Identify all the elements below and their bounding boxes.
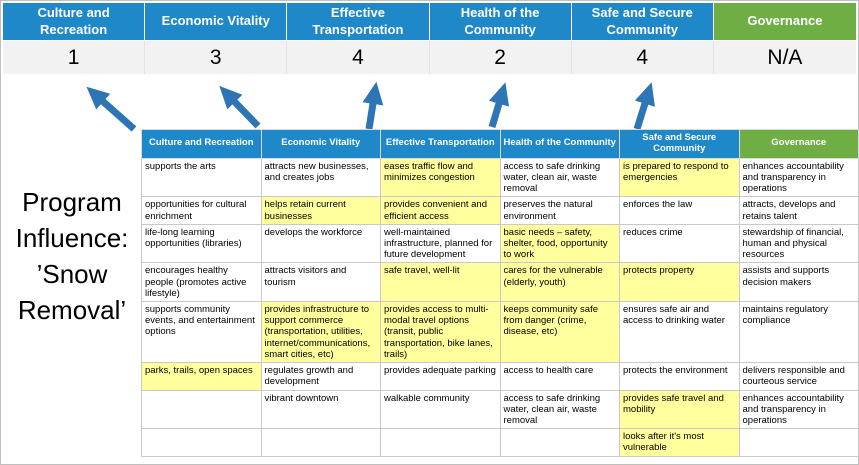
summary-column-governance: Governance N/A bbox=[713, 3, 856, 74]
matrix-cell: life-long learning opportunities (librar… bbox=[141, 223, 262, 264]
matrix-header-safe-and-secure-community: Safe and Secure Community bbox=[619, 129, 740, 159]
matrix-row: looks after it's most vulnerable bbox=[141, 428, 859, 457]
matrix-cell-highlighted: safe travel, well-lit bbox=[380, 262, 501, 303]
arrow-up-icon bbox=[362, 81, 384, 130]
matrix-header-health-of-the-community: Health of the Community bbox=[499, 129, 620, 159]
summary-score-effective-transportation: 4 bbox=[287, 41, 430, 74]
matrix-row: parks, trails, open spaces regulates grow… bbox=[141, 362, 859, 391]
arrow-up-icon bbox=[488, 82, 510, 129]
matrix-cell: walkable community bbox=[380, 389, 501, 430]
matrix-cell: develops the workforce bbox=[260, 223, 381, 264]
matrix-cell-highlighted: provides safe travel and mobility bbox=[619, 389, 740, 430]
matrix-cell bbox=[380, 428, 501, 457]
matrix-cell: supports the arts bbox=[141, 157, 262, 198]
matrix-row: supports the arts attracts new businesses… bbox=[141, 157, 859, 198]
summary-header-safe-and-secure-community: Safe and Secure Community bbox=[571, 3, 714, 40]
matrix-cell-highlighted: parks, trails, open spaces bbox=[141, 362, 262, 391]
matrix-cell-highlighted: provides infrastructure to support comme… bbox=[260, 301, 381, 364]
matrix-cell-highlighted: provides convenient and efficient access bbox=[380, 196, 501, 225]
matrix-cell: regulates growth and development bbox=[260, 362, 381, 391]
matrix-cell bbox=[141, 389, 262, 430]
page-title: Program Influence: ’Snow Removal’ bbox=[15, 187, 129, 325]
influence-matrix: Culture and Recreation Economic Vitality E… bbox=[141, 129, 859, 457]
matrix-cell: well-maintained infrastructure, planned … bbox=[380, 223, 501, 264]
matrix-cell: attracts visitors and tourism bbox=[260, 262, 381, 303]
summary-header-economic-vitality: Economic Vitality bbox=[145, 3, 288, 40]
arrow-up-icon bbox=[633, 82, 655, 131]
matrix-cell: enhances accountability and transparency… bbox=[738, 157, 859, 198]
matrix-cell: delivers responsible and courteous servi… bbox=[738, 362, 859, 391]
summary-score-culture-and-recreation: 1 bbox=[3, 41, 146, 74]
matrix-cell: encourages healthy people (promotes acti… bbox=[141, 262, 262, 303]
summary-score-economic-vitality: 3 bbox=[145, 41, 288, 74]
matrix-cell: ensures safe air and access to drinking … bbox=[619, 301, 740, 364]
summary-column-safe-and-secure-community: Safe and Secure Community 4 bbox=[571, 3, 714, 74]
matrix-cell-highlighted: basic needs – safety, shelter, food, opp… bbox=[499, 223, 620, 264]
matrix-cell: enhances accountability and transparency… bbox=[738, 389, 859, 430]
matrix-cell: vibrant downtown bbox=[260, 389, 381, 430]
matrix-cell: access to safe drinking water, clean air… bbox=[499, 157, 620, 198]
matrix-cell: provides adequate parking bbox=[380, 362, 501, 391]
matrix-cell: protects the environment bbox=[619, 362, 740, 391]
summary-header-governance: Governance bbox=[713, 3, 856, 40]
matrix-header-governance: Governance bbox=[738, 129, 859, 159]
summary-column-health-of-the-community: Health of the Community 2 bbox=[429, 3, 572, 74]
matrix-row: supports community events, and entertain… bbox=[141, 301, 859, 364]
arrow-up-icon bbox=[219, 85, 261, 129]
matrix-header-row: Culture and Recreation Economic Vitality E… bbox=[141, 129, 859, 159]
matrix-cell: attracts, develops and retains talent bbox=[738, 196, 859, 225]
matrix-cell-highlighted: cares for the vulnerable (elderly, youth… bbox=[499, 262, 620, 303]
summary-score-table: Culture and Recreation 1 Economic Vitality… bbox=[3, 3, 856, 74]
matrix-cell-highlighted: looks after it's most vulnerable bbox=[619, 428, 740, 457]
matrix-cell bbox=[260, 428, 381, 457]
matrix-header-economic-vitality: Economic Vitality bbox=[260, 129, 381, 159]
matrix-row: life-long learning opportunities (librar… bbox=[141, 223, 859, 264]
matrix-cell: access to health care bbox=[499, 362, 620, 391]
summary-score-health-of-the-community: 2 bbox=[429, 41, 572, 74]
matrix-cell bbox=[499, 428, 620, 457]
matrix-cell-highlighted: eases traffic flow and minimizes congest… bbox=[380, 157, 501, 198]
matrix-header-culture-and-recreation: Culture and Recreation bbox=[141, 129, 262, 159]
matrix-cell: maintains regulatory compliance bbox=[738, 301, 859, 364]
matrix-header-effective-transportation: Effective Transportation bbox=[380, 129, 501, 159]
matrix-cell: opportunities for cultural enrichment bbox=[141, 196, 262, 225]
summary-score-governance: N/A bbox=[713, 41, 856, 74]
matrix-cell-highlighted: protects property bbox=[619, 262, 740, 303]
matrix-cell: reduces crime bbox=[619, 223, 740, 264]
matrix-cell bbox=[738, 428, 859, 457]
matrix-cell bbox=[141, 428, 262, 457]
matrix-cell: stewardship of financial, human and phys… bbox=[738, 223, 859, 264]
matrix-row: vibrant downtown walkable community access… bbox=[141, 389, 859, 430]
matrix-row: encourages healthy people (promotes acti… bbox=[141, 262, 859, 303]
summary-header-culture-and-recreation: Culture and Recreation bbox=[3, 3, 146, 40]
matrix-cell: preserves the natural environment bbox=[499, 196, 620, 225]
summary-column-culture-and-recreation: Culture and Recreation 1 bbox=[3, 3, 146, 74]
matrix-cell-highlighted: helps retain current businesses bbox=[260, 196, 381, 225]
matrix-cell-highlighted: keeps community safe from danger (crime,… bbox=[499, 301, 620, 364]
summary-header-effective-transportation: Effective Transportation bbox=[287, 3, 430, 40]
summary-score-safe-and-secure-community: 4 bbox=[571, 41, 714, 74]
matrix-cell: attracts new businesses, and creates job… bbox=[260, 157, 381, 198]
arrow-up-icon bbox=[86, 86, 137, 132]
matrix-cell-highlighted: provides access to multi-modal travel op… bbox=[380, 301, 501, 364]
matrix-row: opportunities for cultural enrichment hel… bbox=[141, 196, 859, 225]
summary-column-economic-vitality: Economic Vitality 3 bbox=[145, 3, 288, 74]
matrix-cell: access to safe drinking water, clean air… bbox=[499, 389, 620, 430]
arrows-layer bbox=[86, 81, 655, 132]
summary-header-health-of-the-community: Health of the Community bbox=[429, 3, 572, 40]
matrix-cell-highlighted: is prepared to respond to emergencies bbox=[619, 157, 740, 198]
matrix-cell: enforces the law bbox=[619, 196, 740, 225]
summary-column-effective-transportation: Effective Transportation 4 bbox=[287, 3, 430, 74]
matrix-cell: supports community events, and entertain… bbox=[141, 301, 262, 364]
matrix-cell: assists and supports decision makers bbox=[738, 262, 859, 303]
